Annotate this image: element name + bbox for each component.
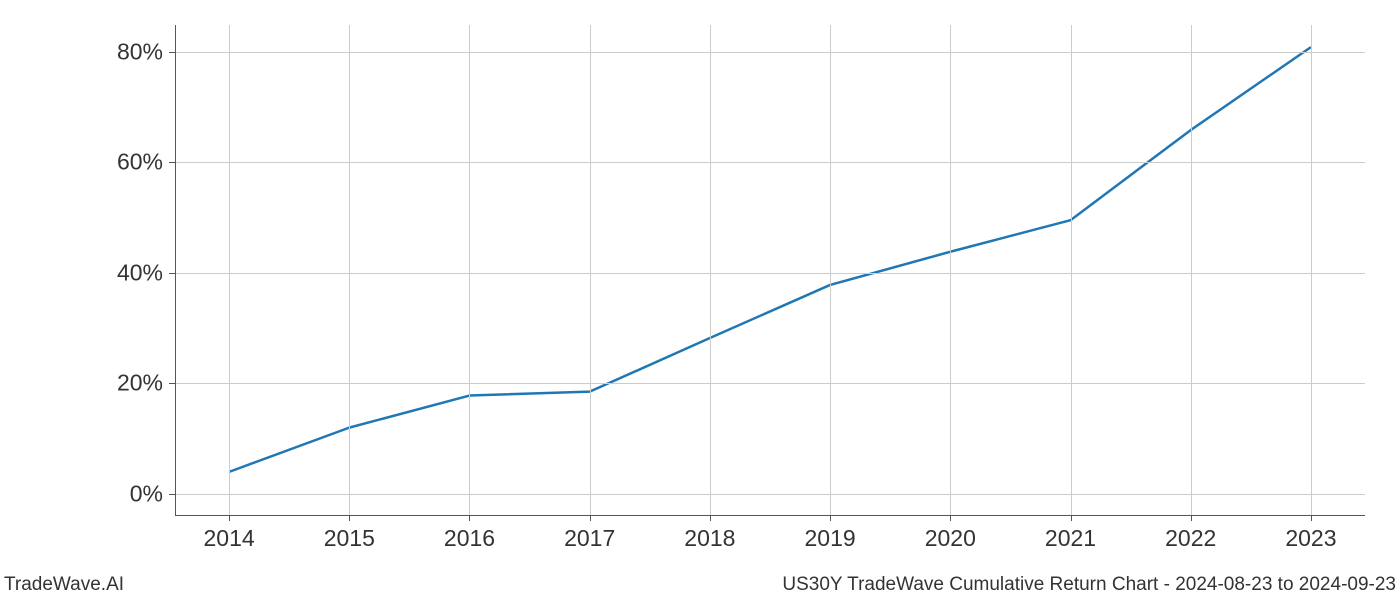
grid-line-vertical bbox=[349, 25, 350, 515]
y-tick-mark bbox=[169, 273, 175, 274]
y-tick-label: 0% bbox=[115, 480, 163, 507]
x-tick-mark bbox=[950, 515, 951, 521]
x-tick-label: 2016 bbox=[444, 525, 495, 552]
x-tick-mark bbox=[830, 515, 831, 521]
grid-line-vertical bbox=[1311, 25, 1312, 515]
footer-brand: TradeWave.AI bbox=[4, 574, 124, 596]
y-axis-spine bbox=[175, 25, 176, 515]
x-tick-label: 2023 bbox=[1285, 525, 1336, 552]
y-tick-mark bbox=[169, 383, 175, 384]
x-tick-label: 2021 bbox=[1045, 525, 1096, 552]
x-tick-label: 2014 bbox=[203, 525, 254, 552]
x-tick-mark bbox=[469, 515, 470, 521]
grid-line-vertical bbox=[1071, 25, 1072, 515]
y-tick-mark bbox=[169, 494, 175, 495]
grid-line-horizontal bbox=[175, 383, 1365, 384]
x-tick-mark bbox=[349, 515, 350, 521]
plot-area bbox=[175, 25, 1365, 515]
x-tick-mark bbox=[1071, 515, 1072, 521]
y-tick-label: 80% bbox=[115, 38, 163, 65]
x-tick-label: 2015 bbox=[324, 525, 375, 552]
x-tick-mark bbox=[710, 515, 711, 521]
x-tick-label: 2022 bbox=[1165, 525, 1216, 552]
x-tick-label: 2020 bbox=[925, 525, 976, 552]
y-tick-mark bbox=[169, 162, 175, 163]
grid-line-vertical bbox=[830, 25, 831, 515]
x-tick-mark bbox=[1311, 515, 1312, 521]
grid-line-vertical bbox=[1191, 25, 1192, 515]
grid-line-vertical bbox=[469, 25, 470, 515]
grid-line-vertical bbox=[950, 25, 951, 515]
grid-line-horizontal bbox=[175, 273, 1365, 274]
grid-line-horizontal bbox=[175, 162, 1365, 163]
grid-line-vertical bbox=[710, 25, 711, 515]
x-axis-spine bbox=[175, 515, 1365, 516]
footer-title: US30Y TradeWave Cumulative Return Chart … bbox=[782, 574, 1396, 596]
y-tick-label: 60% bbox=[115, 149, 163, 176]
x-tick-mark bbox=[229, 515, 230, 521]
x-tick-mark bbox=[590, 515, 591, 521]
y-tick-label: 40% bbox=[115, 259, 163, 286]
y-tick-label: 20% bbox=[115, 370, 163, 397]
x-tick-label: 2017 bbox=[564, 525, 615, 552]
x-tick-label: 2018 bbox=[684, 525, 735, 552]
chart-container: TradeWave.AI US30Y TradeWave Cumulative … bbox=[0, 0, 1400, 600]
grid-line-horizontal bbox=[175, 494, 1365, 495]
x-tick-label: 2019 bbox=[805, 525, 856, 552]
grid-line-vertical bbox=[229, 25, 230, 515]
x-tick-mark bbox=[1191, 515, 1192, 521]
y-tick-mark bbox=[169, 52, 175, 53]
grid-line-vertical bbox=[590, 25, 591, 515]
grid-line-horizontal bbox=[175, 52, 1365, 53]
line-series bbox=[175, 25, 1365, 515]
